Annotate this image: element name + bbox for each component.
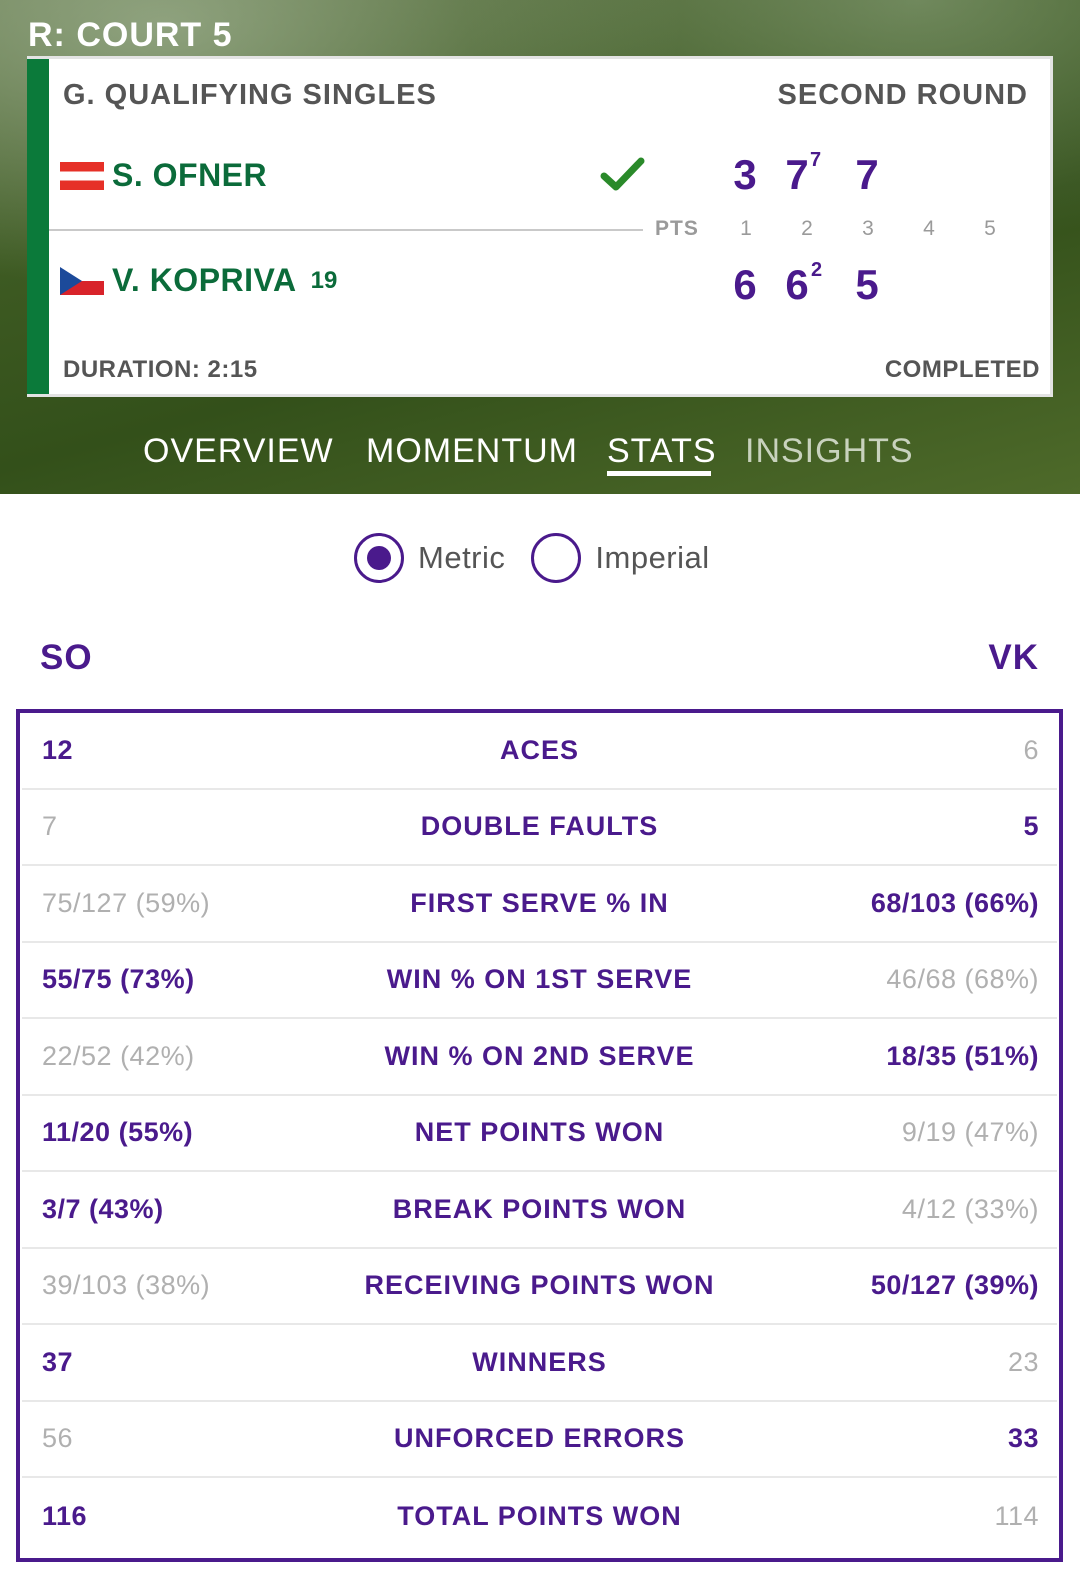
stat-label: UNFORCED ERRORS (393, 1423, 685, 1454)
stat-row: 75/127 (59%) FIRST SERVE % IN 68/103 (66%) (22, 866, 1057, 943)
card-accent-stripe (27, 59, 49, 394)
stat-right-value: 46/68 (68%) (886, 964, 1039, 995)
radio-selected-dot (367, 546, 391, 570)
stat-left-value: 75/127 (59%) (42, 887, 211, 918)
tab-stats[interactable]: STATS (607, 432, 717, 470)
stat-right-value: 9/19 (47%) (901, 1117, 1039, 1148)
stat-left-value: 7 (42, 811, 58, 842)
unit-toggle: Metric Imperial (354, 531, 736, 585)
set-number: 2 (801, 217, 813, 240)
event-name: G. QUALIFYING SINGLES (63, 79, 437, 111)
set-number: 1 (740, 217, 752, 240)
stat-row: 39/103 (38%) RECEIVING POINTS WON 50/127 (… (22, 1249, 1057, 1325)
stat-right-value: 5 (1023, 811, 1039, 842)
player-1-row: S. OFNER (60, 157, 267, 194)
austria-flag-icon (60, 161, 104, 190)
stat-label: RECEIVING POINTS WON (364, 1270, 715, 1301)
player-1-set-1-score: 3 (733, 151, 757, 198)
stat-right-value: 23 (1007, 1346, 1039, 1377)
stat-right-value: 50/127 (39%) (870, 1270, 1039, 1301)
stat-row: 56 UNFORCED ERRORS 33 (22, 1402, 1057, 1478)
tab-insights[interactable]: INSIGHTS (745, 432, 914, 470)
metric-label[interactable]: Metric (418, 540, 506, 575)
stat-row: 11/20 (55%) NET POINTS WON 9/19 (47%) (22, 1096, 1057, 1172)
set-number: 4 (923, 217, 935, 240)
stat-label: WIN % ON 1ST SERVE (386, 964, 693, 995)
player-1-set-2-score: 7 (785, 151, 809, 198)
stat-left-value: 55/75 (73%) (42, 964, 195, 995)
player-2-set-2-score: 6 (785, 261, 809, 308)
stat-left-value: 39/103 (38%) (42, 1270, 211, 1301)
stat-left-value: 116 (42, 1500, 88, 1531)
match-duration: DURATION: 2:15 (63, 356, 258, 383)
stats-table: 12 ACES 6 7 DOUBLE FAULTS 5 75/127 (59%) FIRST … (16, 709, 1063, 1562)
player-1-set-3-score: 7 (855, 151, 879, 198)
imperial-label[interactable]: Imperial (595, 540, 710, 575)
stat-right-value: 4/12 (33%) (901, 1193, 1039, 1224)
match-status: COMPLETED (884, 356, 1040, 383)
stat-right-value: 33 (1007, 1423, 1039, 1454)
stat-label: WIN % ON 2ND SERVE (384, 1040, 695, 1071)
stat-row: 3/7 (43%) BREAK POINTS WON 4/12 (33%) (22, 1172, 1057, 1249)
tab-momentum[interactable]: MOMENTUM (366, 432, 578, 470)
stat-right-value: 18/35 (51%) (886, 1040, 1039, 1071)
player-2-abbr: VK (988, 638, 1039, 677)
player-2-set-1-score: 6 (733, 261, 757, 308)
stat-row: 22/52 (42%) WIN % ON 2ND SERVE 18/35 (51%) (22, 1019, 1057, 1096)
player-2-row: V. KOPRIVA 19 (60, 262, 337, 299)
match-header: R: COURT 5 G. QUALIFYING SINGLES SECOND … (0, 0, 1080, 494)
stat-row: 7 DOUBLE FAULTS 5 (22, 790, 1057, 866)
player-1-abbr: SO (40, 638, 93, 677)
tab-overview[interactable]: OVERVIEW (143, 432, 334, 470)
set-number: 3 (862, 217, 874, 240)
court-title: R: COURT 5 (28, 16, 233, 54)
match-tabs: OVERVIEW MOMENTUM STATS INSIGHTS (0, 432, 1080, 482)
stat-left-value: 22/52 (42%) (42, 1040, 195, 1071)
player-2-set-3-score: 5 (855, 261, 879, 308)
player-divider (49, 229, 643, 231)
stat-label: TOTAL POINTS WON (397, 1500, 682, 1531)
player-2-seed: 19 (310, 266, 338, 294)
stat-right-value: 6 (1023, 734, 1039, 765)
round-name: SECOND ROUND (777, 79, 1028, 111)
stat-row: 116 TOTAL POINTS WON 114 (22, 1478, 1057, 1555)
stat-left-value: 37 (42, 1346, 74, 1377)
stat-row: 55/75 (73%) WIN % ON 1ST SERVE 46/68 (68%) (22, 943, 1057, 1019)
winner-check-icon (600, 157, 645, 191)
scoreboard-card: G. QUALIFYING SINGLES SECOND ROUND S. OF… (27, 56, 1053, 397)
stat-row: 37 WINNERS 23 (22, 1325, 1057, 1402)
metric-radio[interactable] (354, 533, 404, 583)
stat-label: ACES (499, 734, 579, 765)
set-number: 5 (984, 217, 996, 240)
player-2-name[interactable]: V. KOPRIVA (112, 262, 297, 298)
stat-label: DOUBLE FAULTS (420, 811, 659, 842)
player-2-set-2-tiebreak: 2 (811, 259, 823, 281)
stat-right-value: 68/103 (66%) (870, 887, 1039, 918)
stat-left-value: 11/20 (55%) (42, 1117, 194, 1148)
stat-left-value: 3/7 (43%) (42, 1193, 164, 1224)
stat-label: WINNERS (472, 1346, 607, 1377)
stat-left-value: 12 (42, 734, 74, 765)
stat-left-value: 56 (42, 1423, 74, 1454)
stat-right-value: 114 (994, 1500, 1039, 1531)
player-1-set-2-tiebreak: 7 (810, 149, 822, 171)
czech-flag-icon (60, 266, 104, 295)
stat-label: FIRST SERVE % IN (410, 887, 669, 918)
player-1-name[interactable]: S. OFNER (112, 157, 268, 193)
stat-row: 12 ACES 6 (22, 713, 1057, 790)
pts-label: PTS (655, 217, 699, 240)
imperial-radio[interactable] (531, 533, 582, 583)
stat-label: NET POINTS WON (414, 1117, 665, 1148)
active-tab-indicator (607, 471, 711, 476)
stat-label: BREAK POINTS WON (392, 1193, 687, 1224)
